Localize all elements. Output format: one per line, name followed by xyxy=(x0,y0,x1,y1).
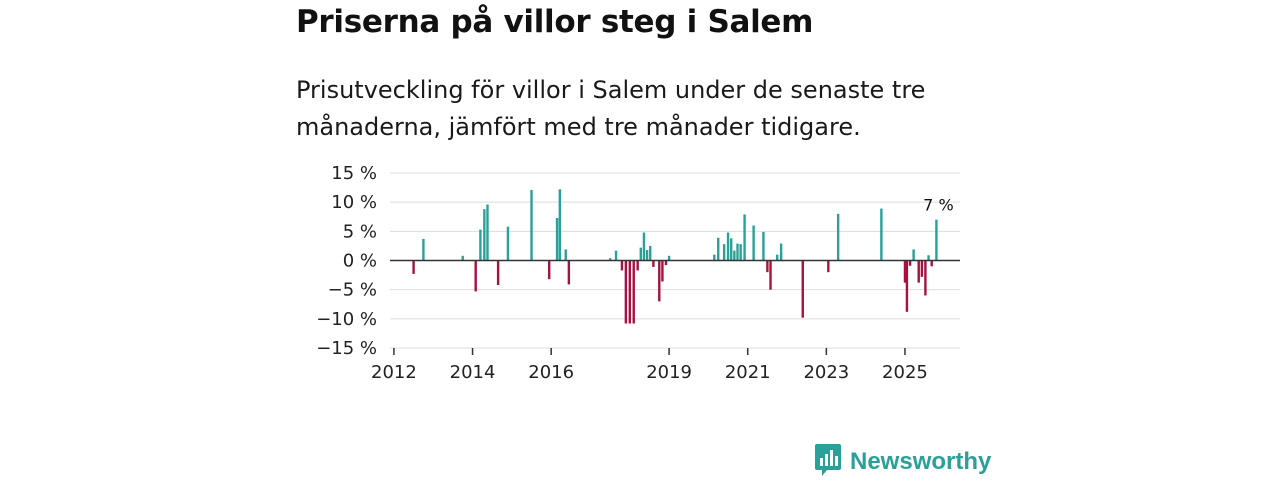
bar xyxy=(632,260,635,324)
bar xyxy=(903,260,907,283)
newsworthy-brand[interactable]: Newsworthy xyxy=(814,444,991,480)
x-tick-label: 2012 xyxy=(371,362,417,383)
bar xyxy=(614,250,618,261)
bar xyxy=(412,260,415,274)
bar xyxy=(483,209,486,261)
bar xyxy=(713,254,716,261)
bar xyxy=(743,214,746,261)
bar xyxy=(530,189,533,261)
bar xyxy=(496,260,500,285)
bar xyxy=(917,260,920,283)
bar-chart: 15 %10 %5 %0 %−5 %−10 %−15 % 2012 2014 201… xyxy=(316,163,960,383)
bar xyxy=(827,260,830,273)
bar xyxy=(649,245,652,261)
bar xyxy=(762,231,765,261)
bar xyxy=(620,260,624,271)
bar xyxy=(801,260,804,318)
x-tick-label: 2019 xyxy=(646,362,692,383)
bar xyxy=(567,260,571,285)
bar xyxy=(558,189,562,261)
bar xyxy=(555,217,559,261)
bar xyxy=(474,260,477,292)
chart-subtitle: Prisutveckling för villor i Salem under … xyxy=(296,76,926,141)
bar xyxy=(722,244,726,261)
bar xyxy=(927,255,930,261)
y-tick-label: 15 % xyxy=(331,163,377,184)
y-tick-label: −10 % xyxy=(316,309,377,330)
bar xyxy=(645,250,649,261)
chart-title: Priserna på villor steg i Salem xyxy=(296,4,814,40)
y-tick-label: 0 % xyxy=(343,251,377,272)
bar xyxy=(920,260,924,277)
bar xyxy=(726,232,730,261)
bar-chart-bubble-icon xyxy=(814,443,842,481)
bar xyxy=(422,238,425,261)
bar xyxy=(461,255,464,261)
latest-value-annotation: 7 % xyxy=(923,196,953,215)
bar xyxy=(935,219,938,261)
bar-series xyxy=(412,189,938,324)
bar xyxy=(642,232,646,261)
bar xyxy=(664,260,668,266)
y-tick-label: 10 % xyxy=(331,192,377,213)
y-tick-label: 5 % xyxy=(343,221,377,242)
bar xyxy=(624,260,628,324)
bar xyxy=(924,260,927,296)
x-tick-label: 2014 xyxy=(450,362,496,383)
bar xyxy=(506,226,510,261)
bar xyxy=(766,260,769,273)
x-tick-label: 2021 xyxy=(725,362,771,383)
bar xyxy=(658,260,661,302)
bar xyxy=(730,238,733,261)
brand-name: Newsworthy xyxy=(850,448,992,475)
x-tick-label: 2016 xyxy=(528,362,574,383)
bar xyxy=(752,225,755,261)
bar xyxy=(739,244,742,261)
bar xyxy=(548,260,551,280)
bar xyxy=(880,208,883,261)
bar xyxy=(776,254,779,261)
bar xyxy=(733,250,736,261)
bar xyxy=(908,260,912,266)
bar xyxy=(836,213,840,261)
x-tick-label: 2025 xyxy=(882,362,928,383)
bar xyxy=(661,260,664,282)
x-axis: 2012 2014 2016 2019 2021 2023 2025 xyxy=(371,348,928,383)
bar xyxy=(930,260,933,267)
bar xyxy=(608,258,612,261)
y-axis: 15 % 10 % 5 % 0 % −5 % −10 % −15 % xyxy=(316,163,377,359)
y-tick-label: −5 % xyxy=(328,280,377,301)
bar xyxy=(779,243,783,261)
bar xyxy=(905,260,909,312)
y-tick-label: −15 % xyxy=(316,338,377,359)
bar xyxy=(717,237,720,261)
bar xyxy=(628,260,631,324)
bar xyxy=(667,255,671,261)
bar xyxy=(564,249,567,261)
x-tick-label: 2023 xyxy=(803,362,849,383)
bar xyxy=(636,260,639,271)
bar xyxy=(912,249,915,261)
bar xyxy=(652,260,655,267)
bar xyxy=(486,204,489,261)
bar xyxy=(639,247,642,261)
bar xyxy=(479,229,482,261)
bar xyxy=(769,260,772,290)
bar xyxy=(736,243,739,261)
